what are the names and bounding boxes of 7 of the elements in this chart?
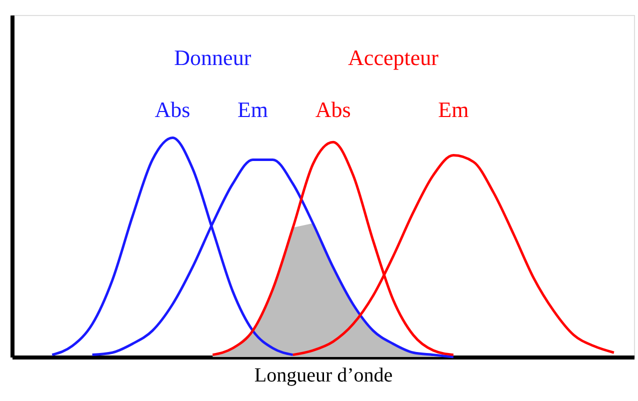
- text: Accepteur: [348, 45, 440, 70]
- series-label: Abs: [154, 97, 190, 122]
- series-label: Abs: [315, 97, 351, 122]
- series-label: Em: [438, 97, 469, 122]
- x-axis-title: Longueur d’onde: [254, 364, 393, 386]
- series-label: Em: [237, 97, 268, 122]
- text: Donneur: [174, 45, 252, 70]
